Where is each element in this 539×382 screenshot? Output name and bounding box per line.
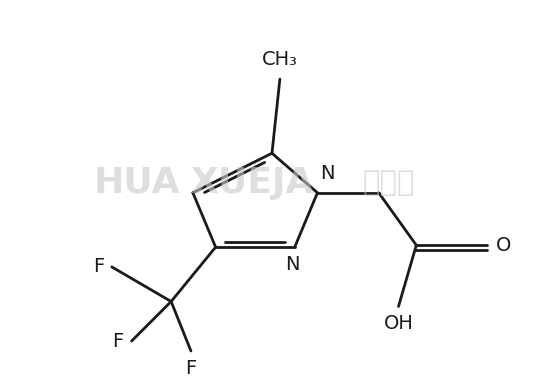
Text: HUA: HUA: [93, 166, 180, 200]
Text: F: F: [113, 332, 123, 351]
Text: F: F: [185, 359, 197, 378]
Text: CH₃: CH₃: [262, 50, 298, 69]
Text: XUEJA: XUEJA: [190, 166, 314, 200]
Text: 化学加: 化学加: [362, 169, 415, 197]
Text: O: O: [495, 236, 511, 255]
Text: N: N: [320, 164, 335, 183]
Text: F: F: [93, 257, 104, 277]
Text: OH: OH: [384, 314, 413, 333]
Text: N: N: [286, 255, 300, 274]
